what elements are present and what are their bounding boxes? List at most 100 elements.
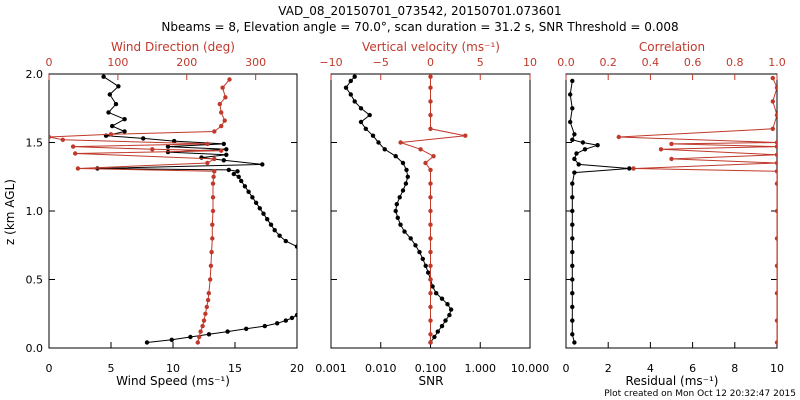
data-point-black (257, 206, 262, 211)
data-point-red (201, 318, 207, 323)
data-point-red (774, 144, 777, 149)
data-point-black (172, 138, 177, 144)
data-point-red (774, 112, 777, 118)
data-point-black (141, 136, 146, 141)
data-point-red (70, 144, 76, 149)
data-point-black (393, 208, 398, 214)
bottom-tick-label: 0 (46, 362, 53, 375)
bottom-tick-label: 5 (108, 362, 115, 375)
data-point-red (658, 147, 664, 152)
data-point-black (236, 174, 241, 179)
data-point-red (428, 181, 433, 186)
data-point-red (669, 141, 674, 147)
panel-1-top-axis-label: Wind Direction (deg) (111, 40, 235, 54)
data-point-black (348, 92, 353, 97)
data-point-red (774, 318, 777, 323)
data-point-black (432, 334, 437, 340)
data-point-black (343, 85, 349, 90)
data-point-black (261, 211, 266, 216)
data-point-black (370, 133, 376, 138)
data-point-black (570, 208, 575, 214)
data-point-black (580, 140, 586, 145)
top-tick-label: −10 (319, 56, 342, 69)
data-point-black (382, 147, 387, 152)
series-black (568, 78, 632, 345)
data-point-black (627, 166, 632, 171)
data-point-red (423, 160, 428, 166)
data-point-black (268, 222, 274, 227)
data-point-red (631, 166, 636, 171)
data-point-red (205, 141, 210, 147)
data-point-black (246, 189, 251, 194)
data-point-red (463, 133, 468, 138)
data-point-red (428, 112, 433, 118)
data-point-red (428, 85, 433, 90)
data-point-red (197, 334, 202, 340)
top-tick-label: 0 (427, 56, 434, 69)
data-point-black (570, 106, 575, 111)
data-point-black (426, 270, 431, 275)
series-line-red (400, 76, 466, 343)
data-point-black (572, 132, 577, 137)
data-point-black (572, 156, 577, 162)
data-point-black (277, 233, 282, 238)
data-point-black (116, 84, 121, 89)
bottom-tick-label: 10 (770, 362, 784, 375)
data-point-red (770, 126, 775, 131)
data-point-red (774, 181, 777, 186)
data-point-red (203, 311, 208, 316)
top-tick-label: 0.8 (726, 56, 744, 69)
data-point-black (576, 162, 581, 167)
data-point-black (403, 181, 409, 186)
data-point-red (223, 95, 228, 100)
series-black (95, 74, 297, 345)
data-point-black (239, 178, 244, 184)
data-point-red (217, 101, 222, 107)
data-point-red (219, 110, 224, 115)
bottom-tick-label: 20 (290, 362, 304, 375)
data-point-black (395, 215, 400, 220)
series-line-black (345, 76, 452, 343)
series-line-red (49, 79, 230, 343)
panel-2-bottom-axis-label: SNR (419, 374, 444, 388)
data-point-red (210, 236, 215, 241)
data-point-black (289, 315, 295, 321)
data-point-red (206, 291, 211, 296)
data-point-black (570, 263, 575, 268)
data-point-red (208, 277, 213, 282)
panel-3-top-axis-label: Correlation (639, 40, 705, 54)
data-point-black (224, 152, 229, 157)
data-point-red (431, 154, 436, 159)
data-point-red (150, 147, 155, 152)
data-point-black (272, 228, 277, 233)
data-point-red (428, 340, 433, 345)
top-tick-label: 200 (176, 56, 197, 69)
data-point-red (195, 340, 200, 345)
series-red (616, 75, 777, 345)
data-point-black (572, 170, 577, 175)
data-point-black (582, 147, 588, 152)
data-point-red (428, 318, 433, 323)
data-point-red (222, 118, 227, 123)
data-point-red (774, 85, 777, 90)
data-point-black (423, 263, 428, 268)
data-point-red (209, 249, 214, 255)
data-point-black (443, 318, 448, 323)
data-point-red (428, 195, 433, 200)
data-point-red (774, 152, 777, 157)
data-point-red (200, 323, 205, 329)
data-point-black (122, 117, 127, 122)
data-point-black (448, 307, 454, 312)
data-point-black (225, 329, 230, 334)
data-point-black (400, 160, 406, 166)
data-point-red (418, 147, 423, 152)
data-point-black (393, 154, 398, 159)
data-point-red (220, 85, 225, 90)
data-point-red (774, 160, 777, 166)
data-point-black (358, 106, 364, 111)
top-tick-label: 1.0 (768, 56, 786, 69)
data-point-black (283, 238, 288, 244)
